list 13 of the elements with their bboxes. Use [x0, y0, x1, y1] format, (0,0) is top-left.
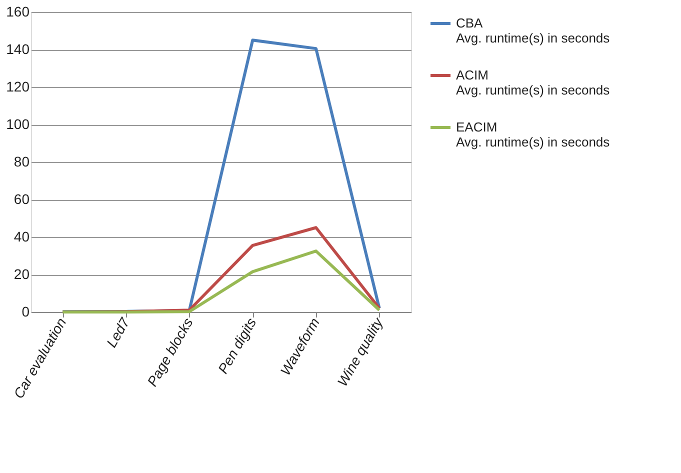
y-tick-label: 20: [14, 266, 30, 282]
y-tick-label: 0: [22, 304, 30, 320]
legend-label: EACIM Avg. runtime(s) in seconds: [456, 120, 610, 150]
legend-label: CBA Avg. runtime(s) in seconds: [456, 16, 610, 46]
y-tick-label: 100: [6, 116, 30, 132]
y-tick-label: 140: [6, 41, 30, 57]
y-tick-label: 80: [14, 154, 30, 170]
y-tick-label: 120: [6, 78, 30, 94]
y-tick-label: 60: [14, 191, 30, 207]
y-tick-label: 160: [6, 4, 30, 20]
legend-label: ACIM Avg. runtime(s) in seconds: [456, 68, 610, 98]
line-series: [61, 250, 381, 314]
y-tick-label: 40: [14, 228, 30, 244]
